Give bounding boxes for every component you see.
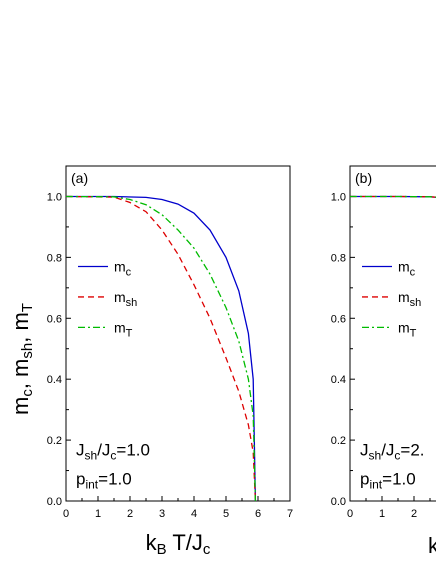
- x-axis-label: kB​ T/Jc​: [146, 530, 211, 558]
- series-line-m-T: [66, 195, 257, 501]
- y-tick-label: 0.4: [331, 374, 346, 386]
- y-tick-label: 0.6: [331, 313, 346, 325]
- x-tick-label: 2: [411, 508, 417, 520]
- y-tick-label: 0.0: [331, 496, 346, 508]
- y-tick-label: 1.0: [331, 191, 346, 203]
- chart-panel-b: 01230.00.20.40.60.81.0(b)mc​msh​mT​Jsh​/…: [331, 165, 436, 558]
- x-tick-label: 0: [347, 508, 353, 520]
- x-tick-label: 0: [63, 508, 69, 520]
- panel-label: (a): [71, 170, 88, 186]
- y-tick-label: 0.2: [47, 435, 62, 447]
- annotation-ratio: Jsh​/Jc​=1.0: [76, 440, 150, 462]
- legend-label: msh​: [114, 289, 137, 309]
- y-tick-label: 0.0: [47, 496, 62, 508]
- annotation-pint: pint​=1.0: [76, 469, 132, 491]
- series-line-m-c: [66, 195, 257, 501]
- series-line-m-T: [350, 195, 436, 198]
- plot-frame: [349, 165, 436, 502]
- x-tick-label: 7: [287, 508, 293, 520]
- y-tick-label: 0.6: [47, 313, 62, 325]
- x-tick-label: 2: [127, 508, 133, 520]
- x-tick-label: 4: [191, 508, 197, 520]
- y-axis-label: mc​, msh​, mT​: [8, 303, 36, 415]
- y-tick-label: 0.4: [47, 374, 62, 386]
- x-tick-label: 1: [379, 508, 385, 520]
- x-tick-label: 1: [95, 508, 101, 520]
- panel-label: (b): [355, 170, 372, 186]
- x-tick-label: 6: [255, 508, 261, 520]
- x-tick-label: 5: [223, 508, 229, 520]
- legend-label: mT​: [398, 319, 417, 339]
- legend-label: mT​: [114, 319, 133, 339]
- y-tick-label: 0.8: [47, 252, 62, 264]
- legend-label: mc​: [114, 259, 132, 279]
- annotation-ratio: Jsh​/Jc​=2.: [360, 440, 425, 462]
- y-tick-label: 1.0: [47, 191, 62, 203]
- legend-label: mc​: [398, 259, 416, 279]
- annotation-pint: pint​=1.0: [360, 469, 416, 491]
- x-tick-label: 3: [159, 508, 165, 520]
- y-tick-label: 0.2: [331, 435, 346, 447]
- series-line-m-sh: [350, 195, 436, 198]
- chart-panel-a: 0 1 2 3 4 5 6 7 0.0 0.2 0.4 0.6 0.8 1.0 (a) mc​ msh​ mT​ J…: [8, 165, 293, 558]
- x-axis-label-b: k: [428, 533, 436, 558]
- series-line-m-sh: [66, 195, 257, 501]
- legend-label: msh​: [398, 289, 421, 309]
- y-tick-label: 0.8: [331, 252, 346, 264]
